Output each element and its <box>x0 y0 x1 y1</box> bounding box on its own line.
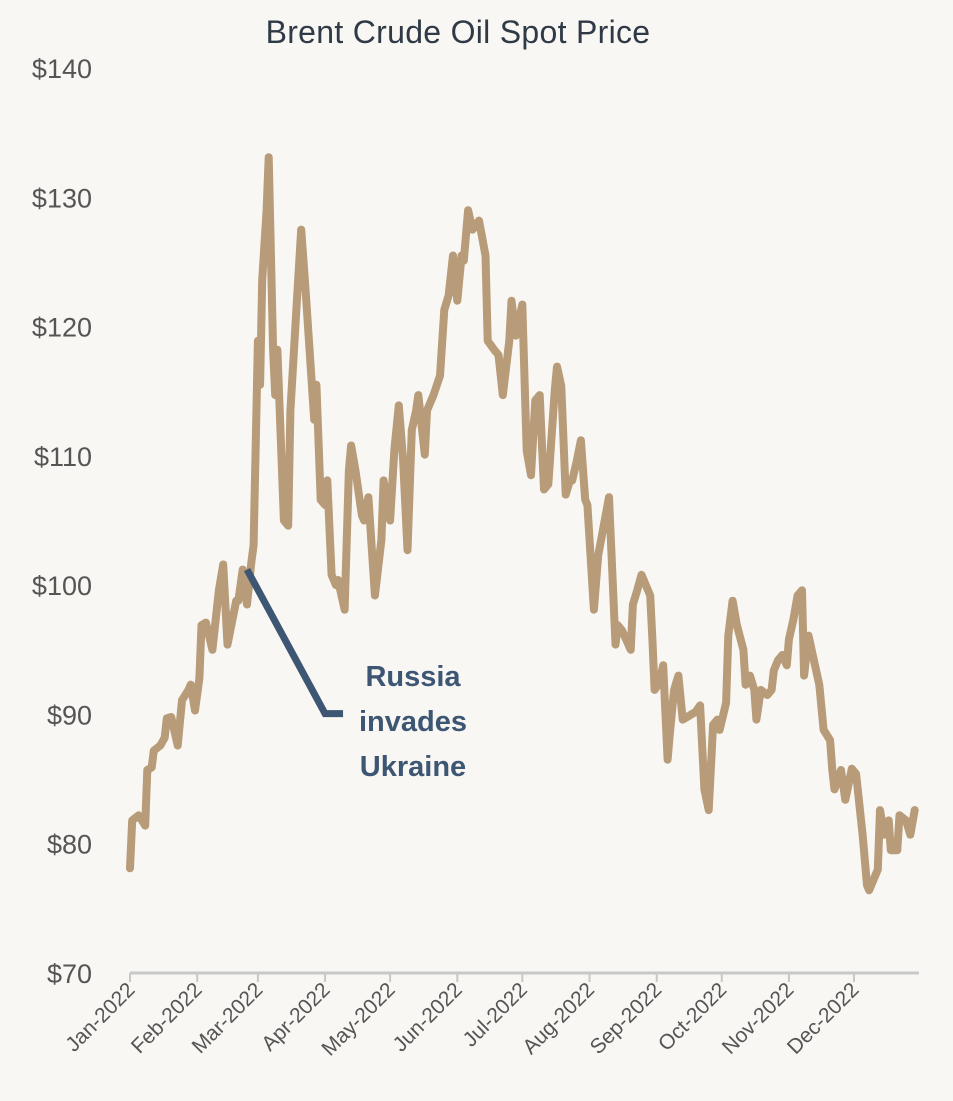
y-tick-label: $110 <box>34 442 92 472</box>
x-tick-label: Jan-2022 <box>61 978 139 1056</box>
y-tick-label: $70 <box>47 959 92 989</box>
x-tick-label: Aug-2022 <box>518 978 599 1059</box>
annotation-line-2: invades <box>359 706 467 738</box>
annotation-line-3: Ukraine <box>359 751 467 783</box>
annotation-line-1: Russia <box>365 661 461 693</box>
x-tick-label: Sep-2022 <box>586 978 667 1059</box>
y-tick-label: $130 <box>32 183 92 213</box>
axes <box>129 971 919 982</box>
annotation-text: Russia invades Ukraine <box>340 655 486 790</box>
y-tick-label: $140 <box>32 54 92 84</box>
chart-title: Brent Crude Oil Spot Price <box>265 14 651 50</box>
x-tick-label: Dec-2022 <box>783 978 864 1059</box>
y-tick-label: $120 <box>32 313 92 343</box>
y-tick-label: $100 <box>32 571 92 601</box>
x-tick-label: Jun-2022 <box>389 978 467 1056</box>
tick-labels: Jan-2022Feb-2022Mar-2022Apr-2022May-2022… <box>32 54 864 1061</box>
price-line <box>126 153 919 895</box>
annotation-leader-line <box>243 567 344 718</box>
y-tick-label: $80 <box>47 830 92 860</box>
y-tick-label: $90 <box>47 700 92 730</box>
